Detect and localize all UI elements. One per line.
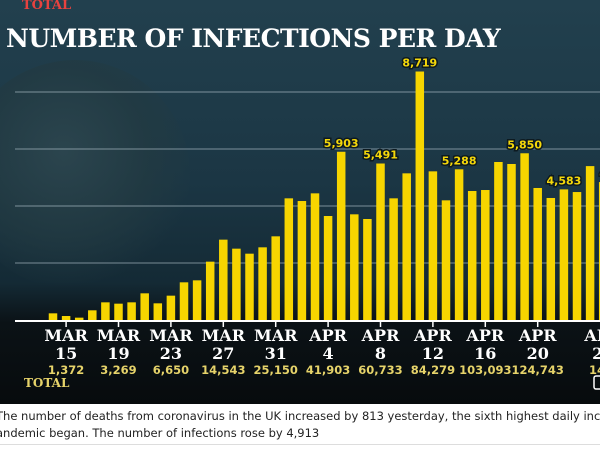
chart-title: NUMBER OF INFECTIONS PER DAY bbox=[6, 24, 501, 53]
x-tick-month: MAR bbox=[97, 326, 141, 345]
x-tick-month: APR bbox=[465, 326, 504, 345]
cumulative-total: 6,650 bbox=[153, 363, 189, 377]
x-tick-day: 8 bbox=[375, 344, 386, 363]
caption-line-2: andemic began. The number of infections … bbox=[0, 426, 320, 440]
caption-line-1: The number of deaths from coronavirus in… bbox=[0, 409, 600, 423]
bar bbox=[559, 189, 569, 320]
bar bbox=[336, 151, 346, 320]
bar bbox=[494, 161, 503, 320]
x-tick-month: MAR bbox=[202, 326, 246, 345]
x-tick-day: 20 bbox=[527, 344, 549, 363]
bar bbox=[166, 295, 176, 320]
cumulative-total: 148, bbox=[589, 363, 600, 377]
bar bbox=[219, 239, 228, 320]
icon-badge-icon bbox=[593, 375, 600, 390]
x-tick-day: 16 bbox=[474, 344, 496, 363]
bar bbox=[310, 193, 320, 320]
data-label: 5,491 bbox=[363, 149, 398, 162]
bar bbox=[101, 302, 110, 320]
chart-panel: TOTAL NUMBER OF INFECTIONS PER DAY 5,903… bbox=[0, 0, 600, 404]
x-tick-day: 19 bbox=[107, 344, 129, 363]
x-tick-day: 4 bbox=[323, 344, 334, 363]
cumulative-total: 103,093 bbox=[459, 363, 511, 377]
x-tick-month: APR bbox=[583, 326, 600, 345]
bar bbox=[48, 313, 58, 320]
bar bbox=[127, 302, 136, 320]
x-tick-day: 23 bbox=[160, 344, 182, 363]
bar bbox=[415, 71, 425, 320]
x-tick-day: 25 bbox=[592, 344, 600, 363]
top-total-label: TOTAL bbox=[22, 0, 72, 13]
bar bbox=[546, 197, 556, 320]
bar bbox=[245, 253, 254, 320]
cumulative-total: 3,269 bbox=[100, 363, 136, 377]
bar bbox=[507, 163, 516, 320]
bar bbox=[520, 153, 529, 320]
caption: The number of deaths from coronavirus in… bbox=[0, 408, 600, 442]
x-tick-month: MAR bbox=[44, 326, 88, 345]
bar bbox=[481, 190, 490, 320]
cumulative-total: 14,543 bbox=[201, 363, 245, 377]
bar bbox=[74, 317, 84, 320]
bar bbox=[454, 169, 464, 320]
cumulative-total: 25,150 bbox=[254, 363, 298, 377]
totals-label: TOTAL bbox=[24, 376, 70, 390]
bar bbox=[389, 198, 398, 320]
x-tick-day: 31 bbox=[265, 344, 287, 363]
data-label: 8,719 bbox=[402, 57, 437, 70]
bar bbox=[428, 171, 438, 320]
bar bbox=[205, 261, 215, 320]
x-tick-month: APR bbox=[518, 326, 557, 345]
x-tick-month: APR bbox=[361, 326, 400, 345]
bar bbox=[598, 182, 600, 320]
x-tick-month: MAR bbox=[254, 326, 298, 345]
bar bbox=[258, 247, 267, 320]
cumulative-total: 84,279 bbox=[411, 363, 455, 377]
x-tick-month: MAR bbox=[149, 326, 193, 345]
bar bbox=[179, 282, 189, 320]
bar bbox=[363, 218, 372, 320]
bar bbox=[140, 293, 149, 320]
data-label: 5,903 bbox=[324, 137, 359, 150]
bar bbox=[323, 216, 333, 320]
bar bbox=[376, 163, 385, 320]
bar bbox=[585, 166, 595, 320]
bar bbox=[350, 214, 359, 320]
x-tick-day: 15 bbox=[55, 344, 77, 363]
bar-chart: 5,9035,4918,7195,2885,8504,5834MAR151,37… bbox=[15, 55, 600, 390]
cumulative-total: 60,733 bbox=[358, 363, 402, 377]
bar bbox=[88, 310, 97, 320]
bar bbox=[402, 173, 411, 320]
x-tick-day: 12 bbox=[422, 344, 444, 363]
bar bbox=[114, 303, 123, 320]
bar bbox=[467, 191, 477, 320]
data-label: 4,583 bbox=[547, 174, 582, 187]
bar bbox=[441, 200, 451, 320]
virus-illustration bbox=[0, 60, 190, 290]
x-tick-month: APR bbox=[413, 326, 452, 345]
bar bbox=[153, 303, 163, 320]
cumulative-total: 1,372 bbox=[48, 363, 84, 377]
data-label: 5,288 bbox=[442, 154, 477, 167]
cumulative-total: 124,743 bbox=[512, 363, 564, 377]
x-tick-day: 27 bbox=[212, 344, 234, 363]
divider bbox=[0, 444, 600, 445]
x-tick-month: APR bbox=[308, 326, 347, 345]
bar bbox=[533, 187, 542, 320]
bar bbox=[61, 316, 71, 320]
cumulative-total: 41,903 bbox=[306, 363, 350, 377]
bar bbox=[271, 236, 280, 320]
bar bbox=[192, 280, 202, 320]
bar bbox=[232, 248, 241, 320]
data-label: 5,850 bbox=[507, 138, 542, 151]
bar bbox=[297, 201, 307, 320]
bar bbox=[284, 198, 294, 320]
bar bbox=[572, 192, 582, 320]
